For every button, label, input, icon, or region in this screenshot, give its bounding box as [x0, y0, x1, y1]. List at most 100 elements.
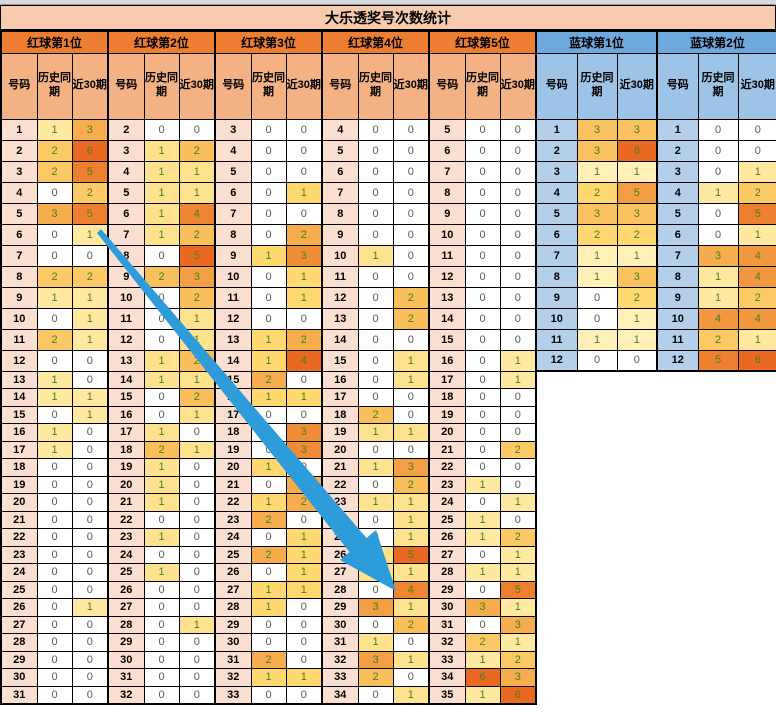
number-cell[interactable]: 31 — [214, 650, 252, 669]
recent30-cell[interactable]: 0 — [499, 307, 537, 330]
recent30-cell[interactable]: 0 — [392, 223, 430, 246]
recent30-cell[interactable]: 1 — [616, 160, 658, 183]
history-cell[interactable]: 1 — [697, 286, 739, 309]
number-cell[interactable]: 8 — [656, 265, 699, 288]
number-cell[interactable]: 25 — [0, 580, 38, 599]
history-cell[interactable]: 0 — [357, 440, 394, 459]
recent30-cell[interactable]: 0 — [178, 493, 216, 512]
number-cell[interactable]: 12 — [428, 265, 466, 288]
recent30-cell[interactable]: 3 — [499, 615, 537, 634]
history-cell[interactable]: 0 — [357, 349, 394, 372]
number-cell[interactable]: 15 — [214, 370, 252, 389]
recent30-cell[interactable]: 0 — [392, 181, 430, 204]
history-cell[interactable]: 1 — [250, 668, 287, 687]
history-cell[interactable]: 1 — [697, 265, 739, 288]
recent30-cell[interactable]: 2 — [737, 181, 776, 204]
number-cell[interactable]: 12 — [214, 307, 252, 330]
number-cell[interactable]: 3 — [656, 160, 699, 183]
number-cell[interactable]: 4 — [321, 118, 359, 141]
history-cell[interactable]: 0 — [697, 160, 739, 183]
history-cell[interactable]: 1 — [143, 223, 180, 246]
number-cell[interactable]: 26 — [0, 598, 38, 617]
history-cell[interactable]: 1 — [143, 160, 180, 183]
recent30-cell[interactable]: 0 — [285, 139, 323, 162]
recent30-cell[interactable]: 0 — [285, 633, 323, 652]
number-cell[interactable]: 2 — [0, 139, 38, 162]
history-cell[interactable]: 0 — [36, 475, 73, 494]
history-cell[interactable]: 0 — [250, 181, 287, 204]
number-cell[interactable]: 9 — [321, 223, 359, 246]
number-cell[interactable]: 31 — [0, 685, 38, 704]
recent30-cell[interactable]: 5 — [71, 160, 109, 183]
history-cell[interactable]: 2 — [250, 545, 287, 564]
number-cell[interactable]: 28 — [214, 598, 252, 617]
history-cell[interactable]: 2 — [36, 328, 73, 351]
number-cell[interactable]: 11 — [214, 286, 252, 309]
history-cell[interactable]: 0 — [357, 510, 394, 529]
history-cell[interactable]: 3 — [576, 139, 618, 162]
number-cell[interactable]: 12 — [535, 349, 578, 372]
number-cell[interactable]: 11 — [656, 328, 699, 351]
history-cell[interactable]: 0 — [36, 223, 73, 246]
number-cell[interactable]: 19 — [214, 440, 252, 459]
history-cell[interactable]: 0 — [250, 307, 287, 330]
history-cell[interactable]: 0 — [464, 328, 501, 351]
number-cell[interactable]: 24 — [0, 563, 38, 582]
history-cell[interactable]: 0 — [250, 563, 287, 582]
number-cell[interactable]: 20 — [428, 423, 466, 442]
recent30-cell[interactable]: 0 — [71, 510, 109, 529]
number-cell[interactable]: 15 — [0, 405, 38, 424]
history-cell[interactable]: 0 — [143, 118, 180, 141]
history-cell[interactable]: 0 — [250, 139, 287, 162]
recent30-cell[interactable]: 0 — [616, 349, 658, 372]
recent30-cell[interactable]: 2 — [737, 286, 776, 309]
number-cell[interactable]: 4 — [656, 181, 699, 204]
history-cell[interactable]: 0 — [143, 388, 180, 407]
number-cell[interactable]: 12 — [107, 328, 145, 351]
recent30-cell[interactable]: 0 — [285, 685, 323, 704]
history-cell[interactable]: 1 — [250, 493, 287, 512]
number-cell[interactable]: 25 — [214, 545, 252, 564]
recent30-cell[interactable]: 1 — [499, 633, 537, 652]
number-cell[interactable]: 20 — [0, 493, 38, 512]
history-cell[interactable]: 0 — [143, 650, 180, 669]
number-cell[interactable]: 16 — [321, 370, 359, 389]
number-cell[interactable]: 27 — [0, 615, 38, 634]
history-cell[interactable]: 1 — [464, 685, 501, 704]
number-cell[interactable]: 29 — [428, 580, 466, 599]
recent30-cell[interactable]: 0 — [392, 388, 430, 407]
history-cell[interactable]: 0 — [36, 615, 73, 634]
number-cell[interactable]: 21 — [107, 493, 145, 512]
recent30-cell[interactable]: 1 — [285, 528, 323, 547]
history-cell[interactable]: 1 — [464, 650, 501, 669]
recent30-cell[interactable]: 3 — [285, 423, 323, 442]
history-cell[interactable]: 0 — [357, 475, 394, 494]
number-cell[interactable]: 6 — [321, 160, 359, 183]
recent30-cell[interactable]: 0 — [71, 440, 109, 459]
history-cell[interactable]: 0 — [464, 580, 501, 599]
number-cell[interactable]: 12 — [321, 286, 359, 309]
recent30-cell[interactable]: 0 — [285, 650, 323, 669]
number-cell[interactable]: 12 — [0, 349, 38, 372]
history-cell[interactable]: 0 — [464, 388, 501, 407]
recent30-cell[interactable]: 8 — [616, 139, 658, 162]
recent30-cell[interactable]: 3 — [178, 265, 216, 288]
recent30-cell[interactable]: 0 — [178, 458, 216, 477]
number-cell[interactable]: 34 — [321, 685, 359, 704]
number-cell[interactable]: 19 — [107, 458, 145, 477]
number-cell[interactable]: 35 — [428, 685, 466, 704]
history-cell[interactable]: 0 — [576, 286, 618, 309]
history-cell[interactable]: 0 — [357, 223, 394, 246]
recent30-cell[interactable]: 1 — [737, 328, 776, 351]
history-cell[interactable]: 1 — [143, 202, 180, 225]
recent30-cell[interactable]: 0 — [392, 139, 430, 162]
group-header[interactable]: 蓝球第2位 — [656, 30, 776, 54]
history-cell[interactable]: 1 — [576, 328, 618, 351]
recent30-cell[interactable]: 0 — [285, 458, 323, 477]
recent30-cell[interactable]: 2 — [71, 181, 109, 204]
history-cell[interactable]: 0 — [250, 440, 287, 459]
history-cell[interactable]: 1 — [576, 160, 618, 183]
group-header[interactable]: 红球第1位 — [0, 30, 109, 54]
recent30-cell[interactable]: 2 — [178, 388, 216, 407]
history-cell[interactable]: 3 — [576, 118, 618, 141]
